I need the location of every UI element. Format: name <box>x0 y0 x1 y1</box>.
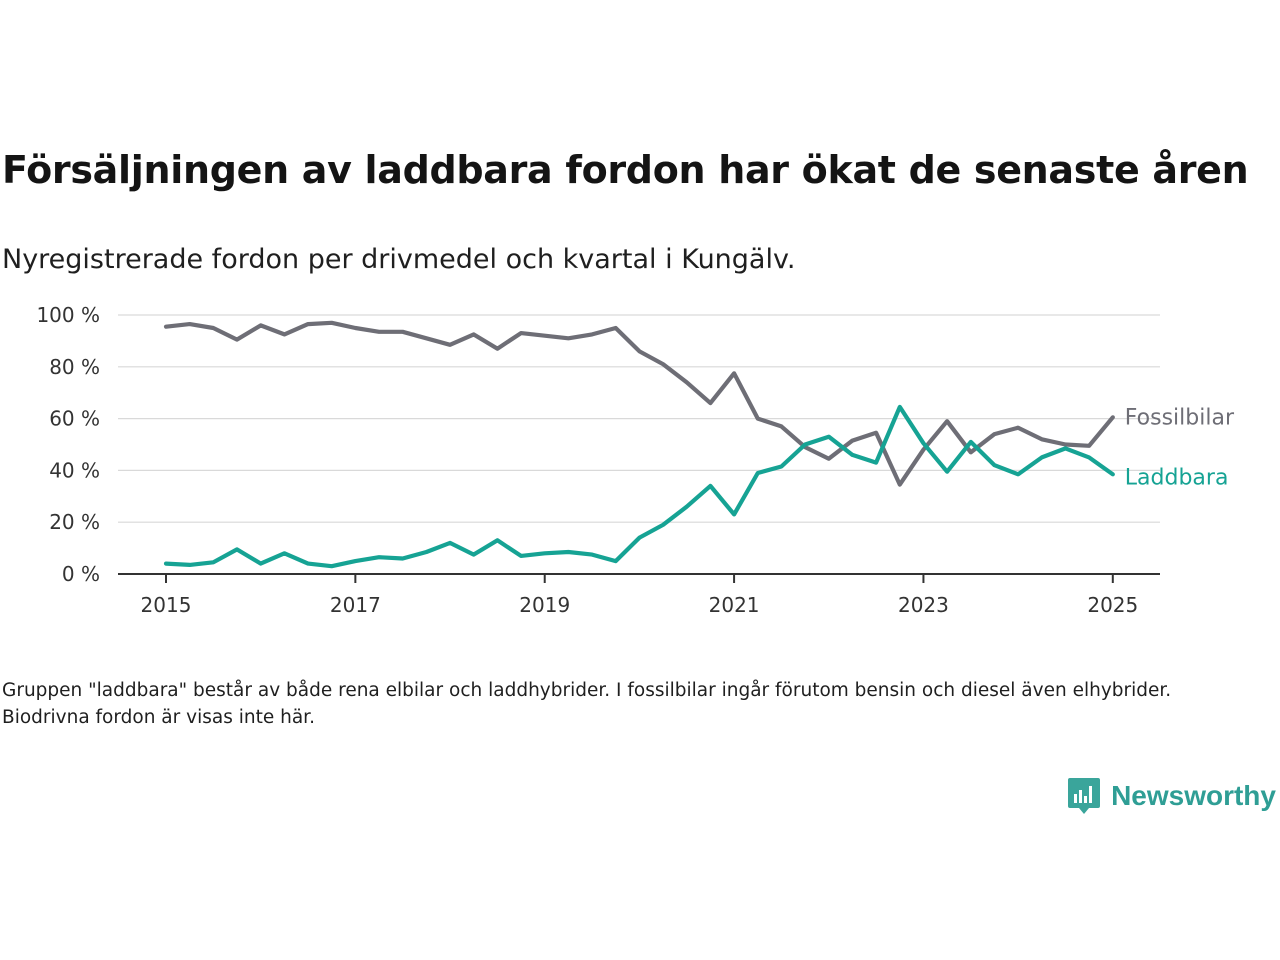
series-lines <box>163 320 1115 569</box>
x-tick-label: 2019 <box>519 593 570 617</box>
y-tick-label: 40 % <box>49 458 100 482</box>
grid-lines <box>118 314 1160 523</box>
line-chart: 0 % 20 % 40 % 60 % 80 % 100 % 2015 2017 2019 202… <box>36 303 1235 617</box>
y-tick-label: 100 % <box>36 303 100 327</box>
chart-subtitle: Nyregistrerade fordon per drivmedel och … <box>2 244 796 275</box>
y-tick-label: 20 % <box>49 510 100 534</box>
x-tick-label: 2025 <box>1087 593 1138 617</box>
series-labels: Fossilbilar Laddbara <box>1125 405 1235 490</box>
series-line-fossilbilar <box>163 320 1115 487</box>
y-axis-ticks: 0 % 20 % 40 % 60 % 80 % 100 % <box>36 303 100 586</box>
x-axis: 2015 2017 2019 2021 2023 2025 <box>118 573 1160 617</box>
chart-title: Försäljningen av laddbara fordon har öka… <box>2 148 1249 192</box>
series-label-fossilbilar: Fossilbilar <box>1125 405 1235 430</box>
y-tick-label: 80 % <box>49 355 100 379</box>
newsworthy-logo-icon <box>1068 778 1101 814</box>
y-tick-label: 0 % <box>62 562 100 586</box>
x-tick-label: 2021 <box>709 593 760 617</box>
x-tick-label: 2023 <box>898 593 949 617</box>
footnote: Gruppen "laddbara" består av både rena e… <box>2 680 1172 728</box>
series-label-laddbara: Laddbara <box>1125 465 1229 490</box>
y-tick-label: 60 % <box>49 407 100 431</box>
brand-name: Newsworthy <box>1111 780 1276 811</box>
brand-logo: Newsworthy <box>1067 776 1276 816</box>
x-tick-label: 2015 <box>141 593 192 617</box>
x-tick-label: 2017 <box>330 593 381 617</box>
series-line-laddbara <box>163 404 1115 569</box>
